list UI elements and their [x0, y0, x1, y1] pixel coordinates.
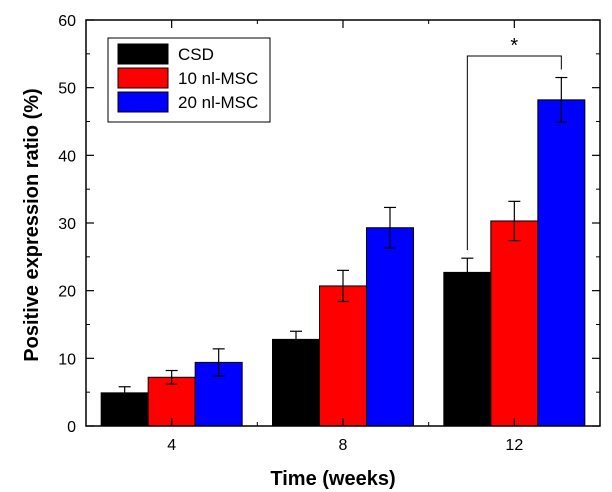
legend-swatch-10-nl-msc [117, 67, 169, 89]
significance-annotation-layer: * [466, 35, 562, 251]
legend-label: 20 nl-MSC [178, 93, 258, 112]
bar-10-nl-msc-week-8 [319, 285, 367, 427]
y-tick-label: 10 [58, 351, 76, 368]
y-axis-title: Positive expression ratio (%) [21, 88, 43, 361]
ticks-layer: 0 10 20 30 40 50 60 4 8 12 [58, 13, 600, 454]
bars-layer [100, 99, 586, 427]
bar-20-nl-msc-week-8 [366, 227, 414, 427]
legend-label: 10 nl-MSC [178, 69, 258, 88]
error-bars-layer [118, 76, 568, 400]
x-tick-label: 8 [339, 437, 348, 454]
y-tick-label: 30 [58, 216, 76, 233]
bar-csd-week-8 [272, 338, 320, 427]
legend-label: CSD [178, 45, 214, 64]
bar-10-nl-msc-week-12 [490, 220, 539, 427]
legend-swatch-20-nl-msc [117, 91, 169, 113]
y-tick-label: 60 [58, 13, 76, 30]
significance-marker: * [510, 35, 518, 57]
bar-20-nl-msc-week-12 [537, 99, 586, 427]
y-tick-label: 40 [58, 148, 76, 165]
bar-10-nl-msc-week-4 [147, 376, 196, 427]
legend-swatch-csd [117, 43, 169, 65]
legend: CSD 10 nl-MSC 20 nl-MSC [107, 37, 271, 123]
bar-csd-week-12 [443, 271, 492, 427]
x-tick-label: 4 [167, 437, 176, 454]
y-tick-label: 50 [58, 81, 76, 98]
y-tick-label: 0 [67, 419, 76, 436]
x-tick-label: 12 [505, 437, 523, 454]
x-axis-title: Time (weeks) [270, 468, 395, 490]
y-tick-label: 20 [58, 284, 76, 301]
significance-bracket [466, 55, 562, 251]
